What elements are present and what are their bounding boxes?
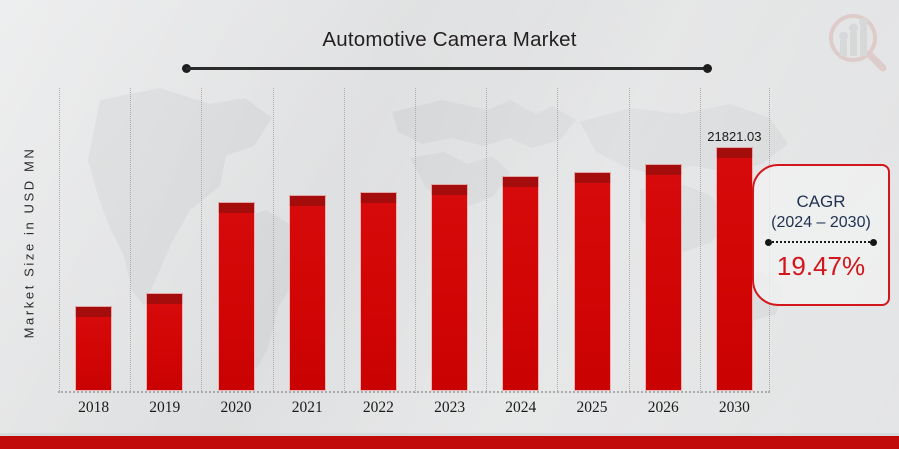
x-axis-tick-2030: 2030	[718, 399, 750, 416]
x-axis-tick-2024: 2024	[505, 399, 537, 416]
x-axis-labels: 2018 2019 2020 2021 2022 2023 2024 2025 2026 2030	[58, 399, 770, 425]
bar-value-label: 21821.03	[707, 129, 762, 144]
x-axis-baseline	[58, 391, 770, 393]
x-axis-tick-2021: 2021	[291, 399, 323, 416]
bar-2024[interactable]	[502, 176, 540, 391]
bar-2030[interactable]	[715, 147, 753, 391]
y-axis-title-text: Market Size in USD MN	[21, 146, 37, 338]
bar-cap	[288, 195, 326, 207]
x-axis-tick-2019: 2019	[149, 399, 181, 416]
bar-2018[interactable]	[75, 306, 113, 391]
gridline	[201, 88, 203, 393]
title-underline-line	[186, 67, 708, 70]
bar-cap	[502, 176, 540, 188]
cagr-callout: CAGR (2024 – 2030) 19.47%	[752, 164, 890, 306]
bar-cap	[431, 184, 469, 196]
bar-cap	[217, 202, 255, 214]
bar-cap	[573, 172, 611, 183]
bar-cap	[644, 164, 682, 175]
y-axis-title: Market Size in USD MN	[12, 92, 46, 392]
gridline	[557, 88, 559, 393]
chart-title: Automotive Camera Market	[322, 28, 577, 51]
x-axis-tick-2020: 2020	[220, 399, 252, 416]
bar-2023[interactable]	[431, 184, 469, 391]
gridline	[59, 88, 60, 393]
bar-cap	[75, 306, 113, 318]
gridline	[272, 88, 274, 393]
bar-2021[interactable]	[288, 195, 326, 391]
x-axis-tick-2018: 2018	[78, 399, 110, 416]
x-axis-tick-2025: 2025	[576, 399, 608, 416]
gridline	[130, 88, 132, 393]
footer-accent-bar	[0, 436, 899, 449]
x-axis-tick-2023: 2023	[434, 399, 466, 416]
x-axis-tick-2026: 2026	[647, 399, 679, 416]
cagr-value: 19.47%	[776, 250, 866, 281]
gridline	[699, 88, 701, 393]
bar-2025[interactable]	[573, 172, 611, 391]
cagr-separator-dot-right	[870, 238, 877, 246]
cagr-period: (2024 – 2030)	[771, 213, 871, 231]
title-underline-dot-right	[703, 64, 712, 73]
gridline	[415, 88, 416, 393]
magnifier-bar-chart-logo-icon	[825, 12, 887, 72]
bar-2022[interactable]	[359, 192, 397, 391]
bar-2020[interactable]	[217, 202, 255, 391]
cagr-separator-line	[769, 240, 873, 243]
bar-cap	[146, 292, 184, 304]
bar-cap	[715, 147, 753, 158]
gridline	[628, 88, 630, 393]
cagr-separator-dot-left	[765, 238, 772, 246]
title-underline	[182, 64, 712, 73]
x-axis-tick-2022: 2022	[362, 399, 394, 416]
bar-2026[interactable]	[644, 164, 682, 391]
bar-cap	[359, 192, 397, 204]
cagr-separator	[765, 238, 877, 246]
gridline	[343, 88, 345, 393]
plot-area: 21821.03	[58, 88, 770, 393]
gridline	[486, 88, 488, 393]
bar-2019[interactable]	[146, 292, 184, 391]
footer-divider	[0, 433, 899, 436]
cagr-title: CAGR	[796, 192, 846, 212]
